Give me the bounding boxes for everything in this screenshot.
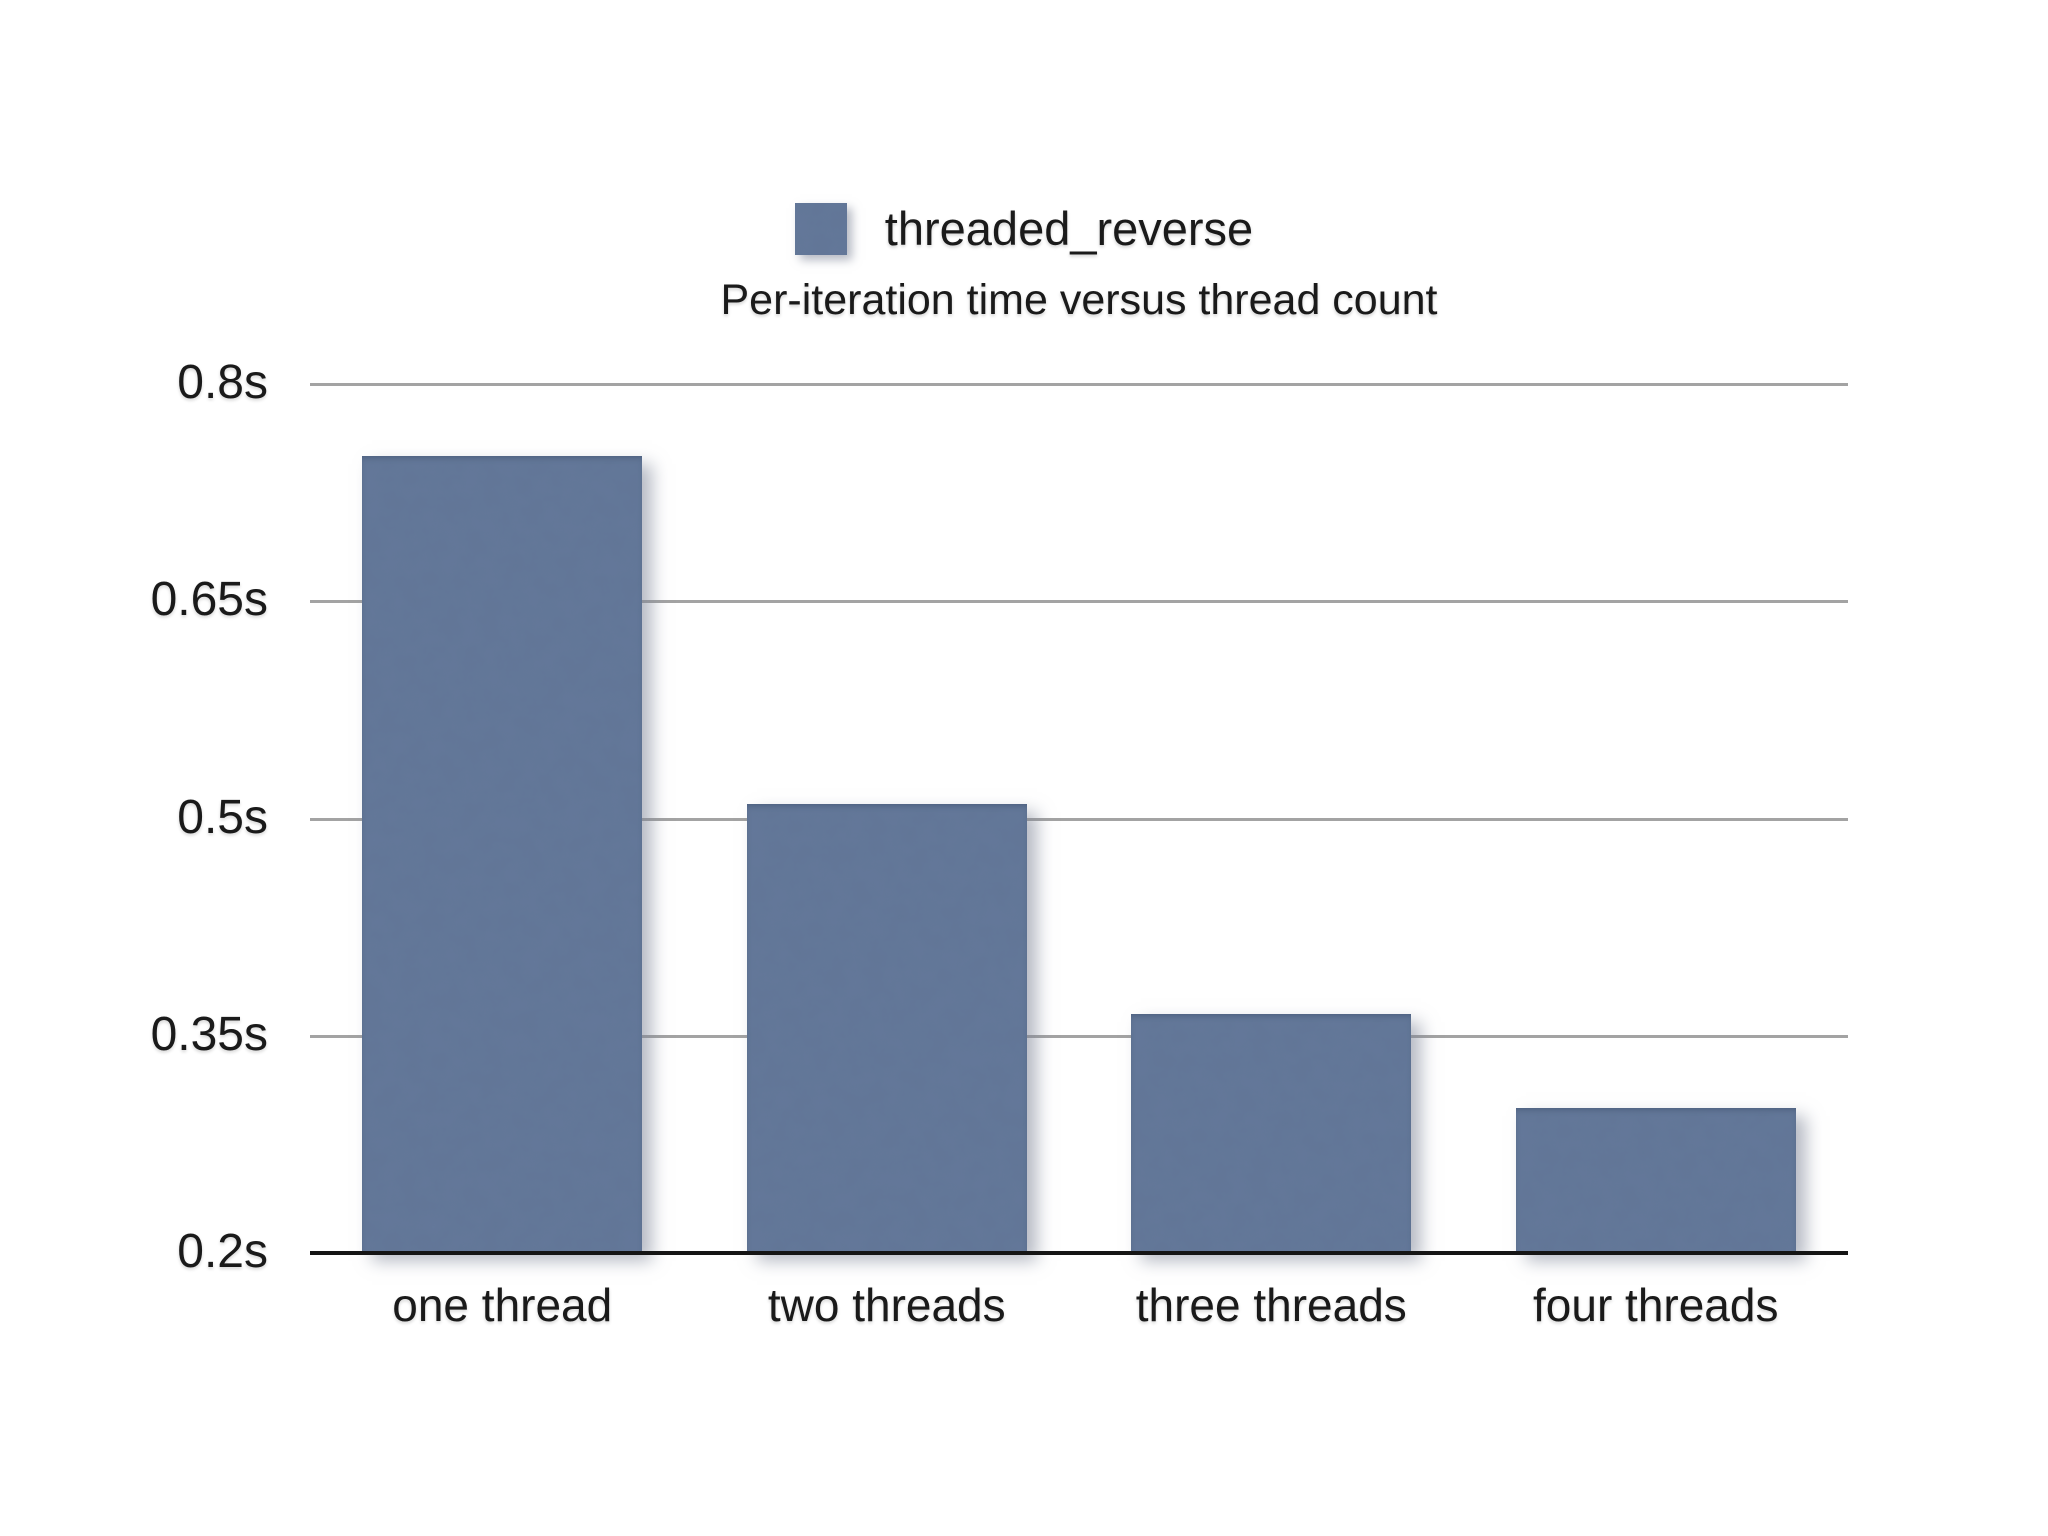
- bar-texture: [1131, 1014, 1412, 1253]
- bar-slot: [310, 384, 695, 1253]
- plot-area: [310, 383, 1848, 1255]
- gridline: [310, 600, 1848, 604]
- legend-swatch-texture: [794, 203, 847, 255]
- y-tick-label: 0.5s: [177, 790, 268, 844]
- bar-one-thread: [362, 456, 643, 1253]
- y-axis-labels: 0.8s 0.65s 0.5s 0.35s 0.2s: [0, 359, 268, 1276]
- y-tick-label: 0.2s: [177, 1225, 268, 1279]
- bar-slot: [1079, 384, 1464, 1253]
- x-tick-label: two threads: [767, 1279, 1006, 1331]
- x-axis-labels: one thread two threads three threads fou…: [310, 1279, 1848, 1331]
- gridline: [310, 817, 1848, 821]
- x-tick-label: four threads: [1533, 1279, 1779, 1331]
- legend-swatch: [794, 203, 847, 255]
- legend-label: threaded_reverse: [884, 202, 1254, 255]
- x-tick-label: three threads: [1135, 1279, 1407, 1331]
- gridline: [310, 1034, 1848, 1038]
- bar-three-threads: [1131, 1014, 1412, 1253]
- bar-texture: [1515, 1108, 1796, 1253]
- x-tick-label: one thread: [392, 1279, 613, 1331]
- y-tick-label: 0.65s: [150, 573, 268, 627]
- bar-series: [310, 384, 1848, 1253]
- bar-texture: [746, 804, 1027, 1253]
- chart-title: Per-iteration time versus thread count: [720, 276, 1438, 324]
- bar-slot: [695, 384, 1080, 1253]
- bar-four-threads: [1515, 1108, 1796, 1253]
- legend: threaded_reverse: [0, 202, 2048, 256]
- gridline: [310, 383, 1848, 386]
- y-tick-label: 0.8s: [177, 356, 268, 410]
- bar-slot: [1464, 384, 1849, 1253]
- bar-two-threads: [746, 804, 1027, 1253]
- bar-texture: [362, 456, 643, 1253]
- x-axis-line: [310, 1251, 1848, 1255]
- y-tick-label: 0.35s: [150, 1007, 268, 1061]
